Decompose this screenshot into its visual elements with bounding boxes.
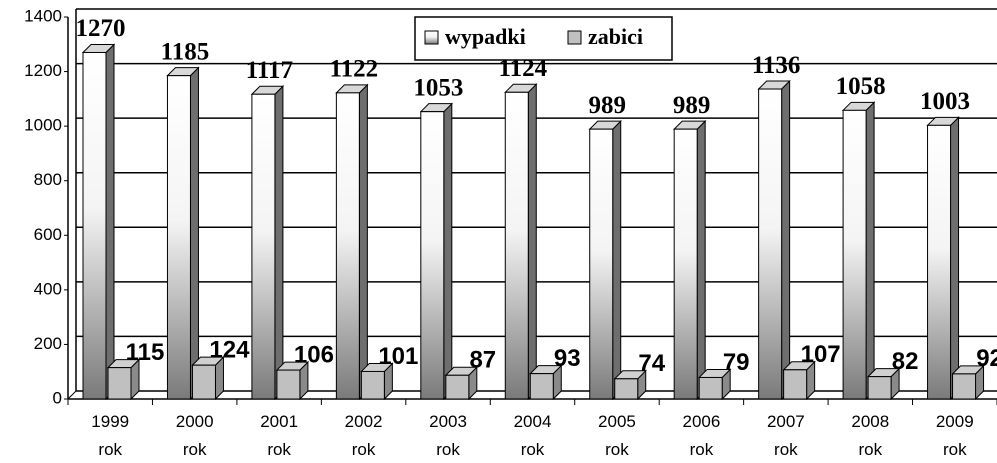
x-tick-label: 2006 rok bbox=[682, 412, 721, 459]
value-label: 87 bbox=[469, 347, 496, 374]
y-tick-label: 1400 bbox=[24, 6, 62, 25]
bar bbox=[420, 111, 445, 400]
bar-side bbox=[696, 119, 706, 401]
x-tick-label: 2004 rok bbox=[513, 412, 552, 459]
bar bbox=[82, 51, 107, 400]
value-label: 1136 bbox=[752, 52, 801, 79]
bar-side bbox=[612, 119, 622, 401]
y-tick-label: 200 bbox=[34, 334, 62, 353]
legend-label: zabici bbox=[588, 24, 643, 49]
y-tick-label: 800 bbox=[34, 170, 62, 189]
value-label: 74 bbox=[638, 350, 665, 377]
bar bbox=[335, 92, 360, 400]
value-label: 124 bbox=[209, 337, 250, 364]
value-label: 101 bbox=[378, 343, 418, 370]
x-tick-label: 2007 rok bbox=[766, 412, 805, 459]
y-tick-label: 400 bbox=[34, 279, 62, 298]
bar bbox=[614, 378, 639, 400]
bar bbox=[698, 376, 723, 400]
x-tick-label: 2005 rok bbox=[598, 412, 636, 459]
y-tick-label: 1000 bbox=[24, 116, 62, 135]
bar-side bbox=[865, 101, 875, 401]
y-tick-label: 0 bbox=[53, 388, 62, 407]
value-label: 1053 bbox=[413, 74, 463, 101]
value-label: 1058 bbox=[836, 73, 886, 100]
bar bbox=[504, 91, 529, 400]
bar-side bbox=[443, 102, 453, 401]
x-tick-label: 2002 rok bbox=[344, 412, 383, 459]
x-tick-label: 2008 rok bbox=[851, 412, 890, 459]
x-tick-label: 2001 rok bbox=[260, 412, 299, 459]
bar bbox=[107, 367, 132, 400]
bar bbox=[276, 369, 301, 400]
bar bbox=[673, 128, 698, 400]
bar bbox=[927, 124, 952, 400]
bar bbox=[952, 373, 977, 400]
x-tick-label: 1999 rok bbox=[91, 412, 130, 459]
y-tick-label: 600 bbox=[34, 225, 62, 244]
y-tick-label: 1200 bbox=[24, 61, 62, 80]
bar-side bbox=[189, 66, 199, 401]
value-label: 106 bbox=[294, 341, 334, 368]
floor-edge bbox=[67, 390, 77, 400]
bar bbox=[445, 374, 470, 400]
x-tick-label: 2003 rok bbox=[429, 412, 467, 459]
bar bbox=[589, 128, 614, 400]
value-label: 79 bbox=[723, 349, 750, 376]
x-tick-label: 2009 rok bbox=[935, 412, 974, 459]
bar bbox=[529, 373, 554, 400]
value-label: 115 bbox=[126, 339, 165, 366]
value-label: 1270 bbox=[76, 15, 126, 42]
bar bbox=[758, 88, 783, 400]
legend-box bbox=[414, 16, 673, 61]
value-label: 92 bbox=[976, 345, 997, 372]
bar bbox=[251, 93, 276, 400]
bar bbox=[783, 369, 808, 400]
value-label: 989 bbox=[588, 92, 626, 119]
legend-swatch bbox=[567, 30, 582, 45]
x-tick-label: 2000 rok bbox=[175, 412, 214, 459]
value-label: 82 bbox=[892, 348, 919, 375]
bar-side bbox=[527, 83, 537, 401]
bar-side bbox=[950, 116, 960, 401]
value-label: 989 bbox=[673, 92, 711, 119]
bar-side bbox=[274, 85, 284, 401]
bar bbox=[867, 376, 892, 400]
legend-swatch bbox=[424, 30, 439, 45]
bar-side bbox=[105, 43, 115, 401]
bar-side bbox=[358, 83, 368, 401]
value-label: 107 bbox=[801, 341, 841, 368]
bar bbox=[166, 75, 191, 400]
value-label: 1185 bbox=[161, 38, 210, 65]
value-label: 1117 bbox=[246, 57, 293, 84]
bar-side bbox=[781, 79, 791, 401]
bar bbox=[842, 109, 867, 400]
value-label: 93 bbox=[554, 345, 581, 372]
legend-label: wypadki bbox=[445, 24, 526, 49]
value-label: 1122 bbox=[330, 56, 379, 83]
bar bbox=[360, 370, 385, 400]
value-label: 1003 bbox=[920, 88, 970, 115]
bar bbox=[191, 364, 216, 400]
